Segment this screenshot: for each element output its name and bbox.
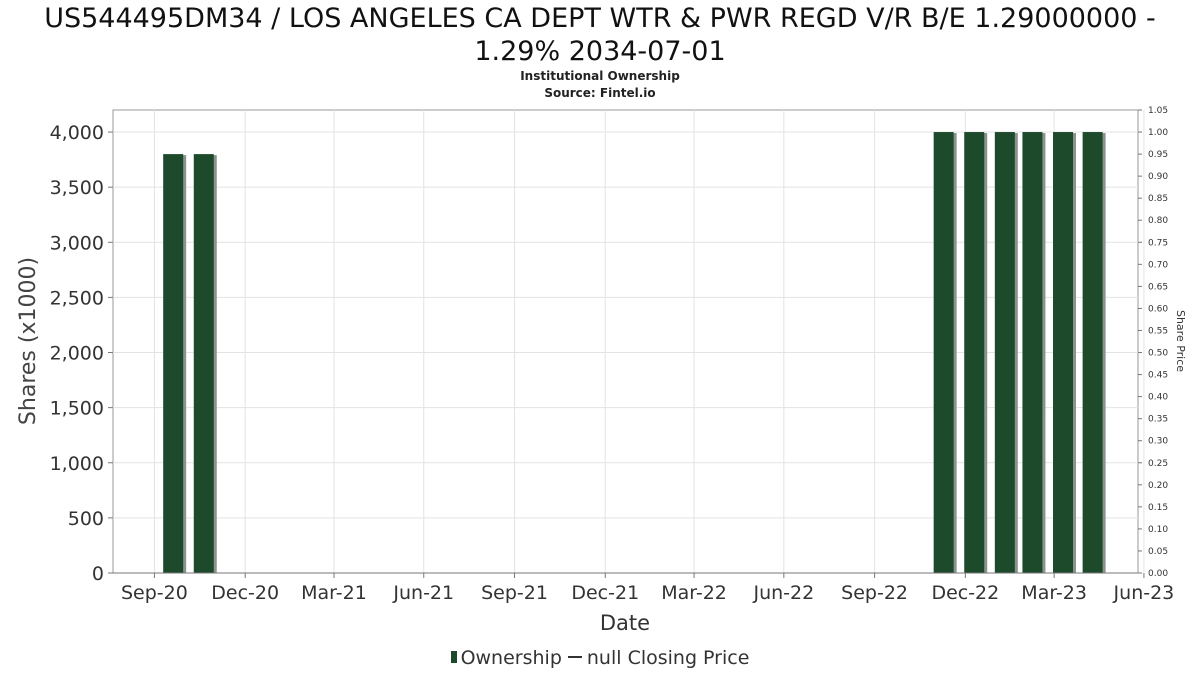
y2-tick-label: 0.05 — [1148, 547, 1168, 557]
chart-subtitle: Institutional Ownership — [520, 69, 680, 83]
chart-source: Source: Fintel.io — [544, 86, 656, 100]
legend-price: null Closing Price — [586, 647, 750, 669]
x-tick-label: Dec-20 — [211, 582, 279, 604]
x-tick-label: Sep-22 — [841, 582, 908, 604]
y2-tick-label: 0.25 — [1148, 459, 1168, 469]
legend-ownership: Ownership — [460, 647, 562, 669]
y-tick-label: 2,500 — [50, 287, 104, 309]
y-tick-label: 4,000 — [50, 122, 104, 144]
chart-title-line-1: US544495DM34 / LOS ANGELES CA DEPT WTR &… — [44, 3, 1156, 34]
x-axis-ticks: Sep-20 Dec-20 Mar-21 Jun-21 Sep-21 Dec-21 Mar-… — [113, 572, 1175, 604]
x-tick-label: Mar-21 — [301, 582, 367, 604]
chart-title-line-2: 1.29% 2034-07-01 — [474, 36, 726, 67]
x-tick-label: Mar-23 — [1021, 582, 1087, 604]
y2-tick-label: 0.85 — [1148, 194, 1168, 204]
x-tick-label: Jun-21 — [392, 582, 454, 604]
y2-tick-label: 0.00 — [1148, 569, 1168, 579]
x-tick-label: Jun-23 — [1113, 582, 1175, 604]
bar-group — [163, 132, 1106, 574]
ownership-bar — [933, 132, 954, 574]
y-tick-label: 3,500 — [50, 177, 104, 199]
y-tick-label: 1,000 — [50, 453, 104, 475]
y2-tick-label: 0.95 — [1148, 150, 1168, 160]
y2-tick-label: 0.30 — [1148, 437, 1168, 447]
y-axis-ticks: 0 500 1,000 1,500 2,000 2,500 3,000 3,500 4,000 — [50, 122, 113, 585]
x-tick-label: Jun-22 — [752, 582, 814, 604]
y2-tick-label: 0.80 — [1148, 216, 1168, 226]
y2-tick-label: 0.10 — [1148, 525, 1168, 535]
legend: Ownership null Closing Price — [0, 647, 1200, 669]
y2-tick-label: 0.35 — [1148, 415, 1168, 425]
y-tick-label: 0 — [92, 563, 104, 585]
x-tick-label: Sep-21 — [481, 582, 548, 604]
ownership-bar — [964, 132, 985, 574]
x-tick-label: Mar-22 — [661, 582, 727, 604]
x-tick-label: Dec-21 — [571, 582, 639, 604]
y2-tick-label: 0.20 — [1148, 481, 1168, 491]
ownership-swatch — [450, 650, 457, 663]
y2-tick-label: 0.70 — [1148, 260, 1168, 270]
ownership-bar — [1082, 132, 1103, 574]
y2-tick-label: 0.55 — [1148, 326, 1168, 336]
y-tick-label: 500 — [68, 508, 104, 530]
y2-axis-label: Share Price — [1174, 310, 1187, 372]
x-tick-label: Dec-22 — [931, 582, 999, 604]
y2-tick-label: 0.90 — [1148, 172, 1168, 182]
y-tick-label: 3,000 — [50, 232, 104, 254]
ownership-bar — [193, 154, 214, 573]
ownership-bar — [994, 132, 1015, 574]
y2-axis-ticks: 0.00 0.05 0.10 0.15 0.20 0.25 0.30 0.35 0.40 0.45… — [1138, 106, 1168, 579]
x-tick-label: Sep-20 — [121, 582, 188, 604]
y-tick-label: 1,500 — [50, 398, 104, 420]
y2-tick-label: 0.65 — [1148, 282, 1168, 292]
y2-tick-label: 0.75 — [1148, 238, 1168, 248]
y2-tick-label: 0.60 — [1148, 304, 1168, 314]
y2-tick-label: 1.00 — [1148, 128, 1168, 138]
ownership-bar — [1022, 132, 1043, 574]
ownership-bar — [163, 154, 184, 573]
y-tick-label: 2,000 — [50, 343, 104, 365]
y-axis-label: Shares (x1000) — [16, 257, 41, 425]
price-line-swatch — [567, 655, 582, 658]
y2-tick-label: 0.45 — [1148, 371, 1168, 381]
ownership-bar — [1053, 132, 1074, 574]
y2-tick-label: 0.15 — [1148, 503, 1168, 513]
y2-tick-label: 0.50 — [1148, 349, 1168, 359]
y2-tick-label: 0.40 — [1148, 393, 1168, 403]
y2-tick-label: 1.05 — [1148, 106, 1168, 116]
x-axis-label: Date — [600, 611, 650, 635]
